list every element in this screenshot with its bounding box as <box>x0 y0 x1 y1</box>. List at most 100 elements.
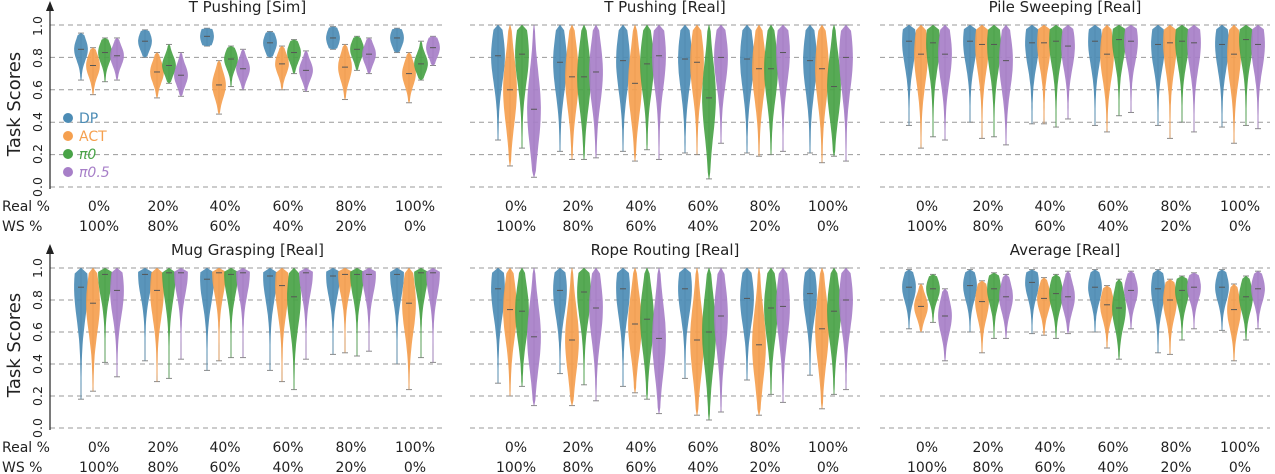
violin-body <box>1251 25 1265 129</box>
x-tick-label-real: 80% <box>1160 199 1191 215</box>
violin-body <box>515 268 529 387</box>
x-tick-label-real: 60% <box>272 440 303 456</box>
violin-body <box>174 268 188 360</box>
violin-body <box>1112 279 1126 360</box>
violin-body <box>975 280 989 353</box>
violin-body <box>640 268 654 400</box>
x-tick-label-ws: 80% <box>147 460 178 474</box>
x-tick-label-real: 40% <box>1034 440 1065 456</box>
violin-body <box>1227 25 1241 144</box>
panel-title: Rope Routing [Real] <box>591 241 740 259</box>
violin-body <box>815 268 829 409</box>
panel-title: Average [Real] <box>1010 241 1120 259</box>
x-tick-label-real: 40% <box>209 440 240 456</box>
x-tick-label-real: 100% <box>808 199 848 215</box>
violin-body <box>1061 25 1075 119</box>
violin-body <box>138 268 152 361</box>
x-tick-label-real: 20% <box>147 440 178 456</box>
violin-body <box>1025 269 1039 334</box>
x-tick-label-real: 20% <box>147 199 178 215</box>
violin-body <box>963 269 977 332</box>
violin-body <box>690 25 704 155</box>
violin-body <box>362 38 376 74</box>
violin-body <box>491 25 505 140</box>
violin-body <box>1215 269 1229 331</box>
violin-body <box>827 25 841 157</box>
violin-body <box>515 25 529 149</box>
x-tick-label-ws: 40% <box>687 219 718 235</box>
legend-marker-pi0 <box>63 149 73 159</box>
x-tick-label-real: 40% <box>625 199 656 215</box>
violin-body <box>1061 271 1075 334</box>
violin-body <box>702 25 716 179</box>
violin-body <box>565 268 579 406</box>
violin-body <box>652 25 666 160</box>
violin-body <box>553 268 567 374</box>
x-tick-label-ws: 40% <box>1097 219 1128 235</box>
x-tick-label-real: 40% <box>209 199 240 215</box>
violin-body <box>827 268 841 395</box>
x-tick-label-ws: 100% <box>907 219 947 235</box>
y-axis-label-bottom: Task Scores <box>4 293 25 398</box>
violin-body <box>565 25 579 160</box>
x-tick-label-real: 20% <box>972 440 1003 456</box>
violin-body <box>1088 25 1102 126</box>
violin-body <box>1163 25 1177 139</box>
x-tick-label-real: 80% <box>335 440 366 456</box>
row-label-real: Real % <box>2 199 50 215</box>
violin-body <box>98 38 112 82</box>
violin-body <box>1124 271 1138 329</box>
violin-body <box>338 268 352 353</box>
violin-body <box>299 268 313 360</box>
violin-body <box>402 268 416 390</box>
violin-body <box>275 46 289 90</box>
x-tick-label-ws: 100% <box>496 460 536 474</box>
x-tick-label-real: 0% <box>505 199 527 215</box>
y-axis-arrow <box>46 244 54 254</box>
violin-body <box>86 268 100 392</box>
violin-body <box>1175 25 1189 123</box>
x-tick-label-real: 60% <box>687 199 718 215</box>
x-tick-label-ws: 20% <box>749 460 780 474</box>
violin-body <box>999 25 1013 145</box>
violin-body <box>914 284 928 332</box>
x-tick-label-ws: 100% <box>496 219 536 235</box>
violin-body <box>1100 285 1114 348</box>
y-tick-label: 0.8 <box>30 48 45 68</box>
y-tick-label: 1.0 <box>30 16 45 36</box>
violin-body <box>350 36 364 71</box>
violin-body <box>776 25 790 152</box>
x-tick-label-ws: 20% <box>749 219 780 235</box>
x-tick-label-ws: 40% <box>1097 460 1128 474</box>
chart-panel: Mug Grasping [Real] 0% 100% 20% 80% 40% 60% 60%… <box>46 241 445 474</box>
x-tick-label-ws: 20% <box>335 460 366 474</box>
x-tick-label-real: 60% <box>272 199 303 215</box>
chart-panel: Average [Real] 0% 100% 20% 80% 40% 60% 60% 40% 80… <box>880 241 1270 474</box>
x-tick-label-ws: 60% <box>625 219 656 235</box>
x-tick-label-real: 100% <box>808 440 848 456</box>
violin-body <box>764 25 778 155</box>
x-tick-label-ws: 20% <box>1160 219 1191 235</box>
x-tick-label-real: 0% <box>88 440 110 456</box>
panel-title: Pile Sweeping [Real] <box>989 0 1142 16</box>
x-tick-label-ws: 60% <box>1034 219 1065 235</box>
violin-body <box>640 25 654 150</box>
x-tick-label-real: 60% <box>1097 199 1128 215</box>
violin-body <box>86 47 100 95</box>
x-tick-label-real: 60% <box>687 440 718 456</box>
violin-body <box>338 44 352 100</box>
violin-body <box>1037 277 1051 336</box>
violin-body <box>1049 274 1063 339</box>
violin-body <box>616 268 630 387</box>
violin-body <box>553 25 567 152</box>
violin-body <box>690 268 704 416</box>
x-tick-label-real: 100% <box>1220 199 1260 215</box>
x-tick-label-real: 80% <box>749 440 780 456</box>
x-tick-label-ws: 60% <box>209 460 240 474</box>
violin-body <box>287 39 301 74</box>
violin-body <box>914 25 928 149</box>
legend-label-act: ACT <box>79 129 107 145</box>
x-tick-label-ws: 80% <box>147 219 178 235</box>
violin-body <box>236 49 250 90</box>
